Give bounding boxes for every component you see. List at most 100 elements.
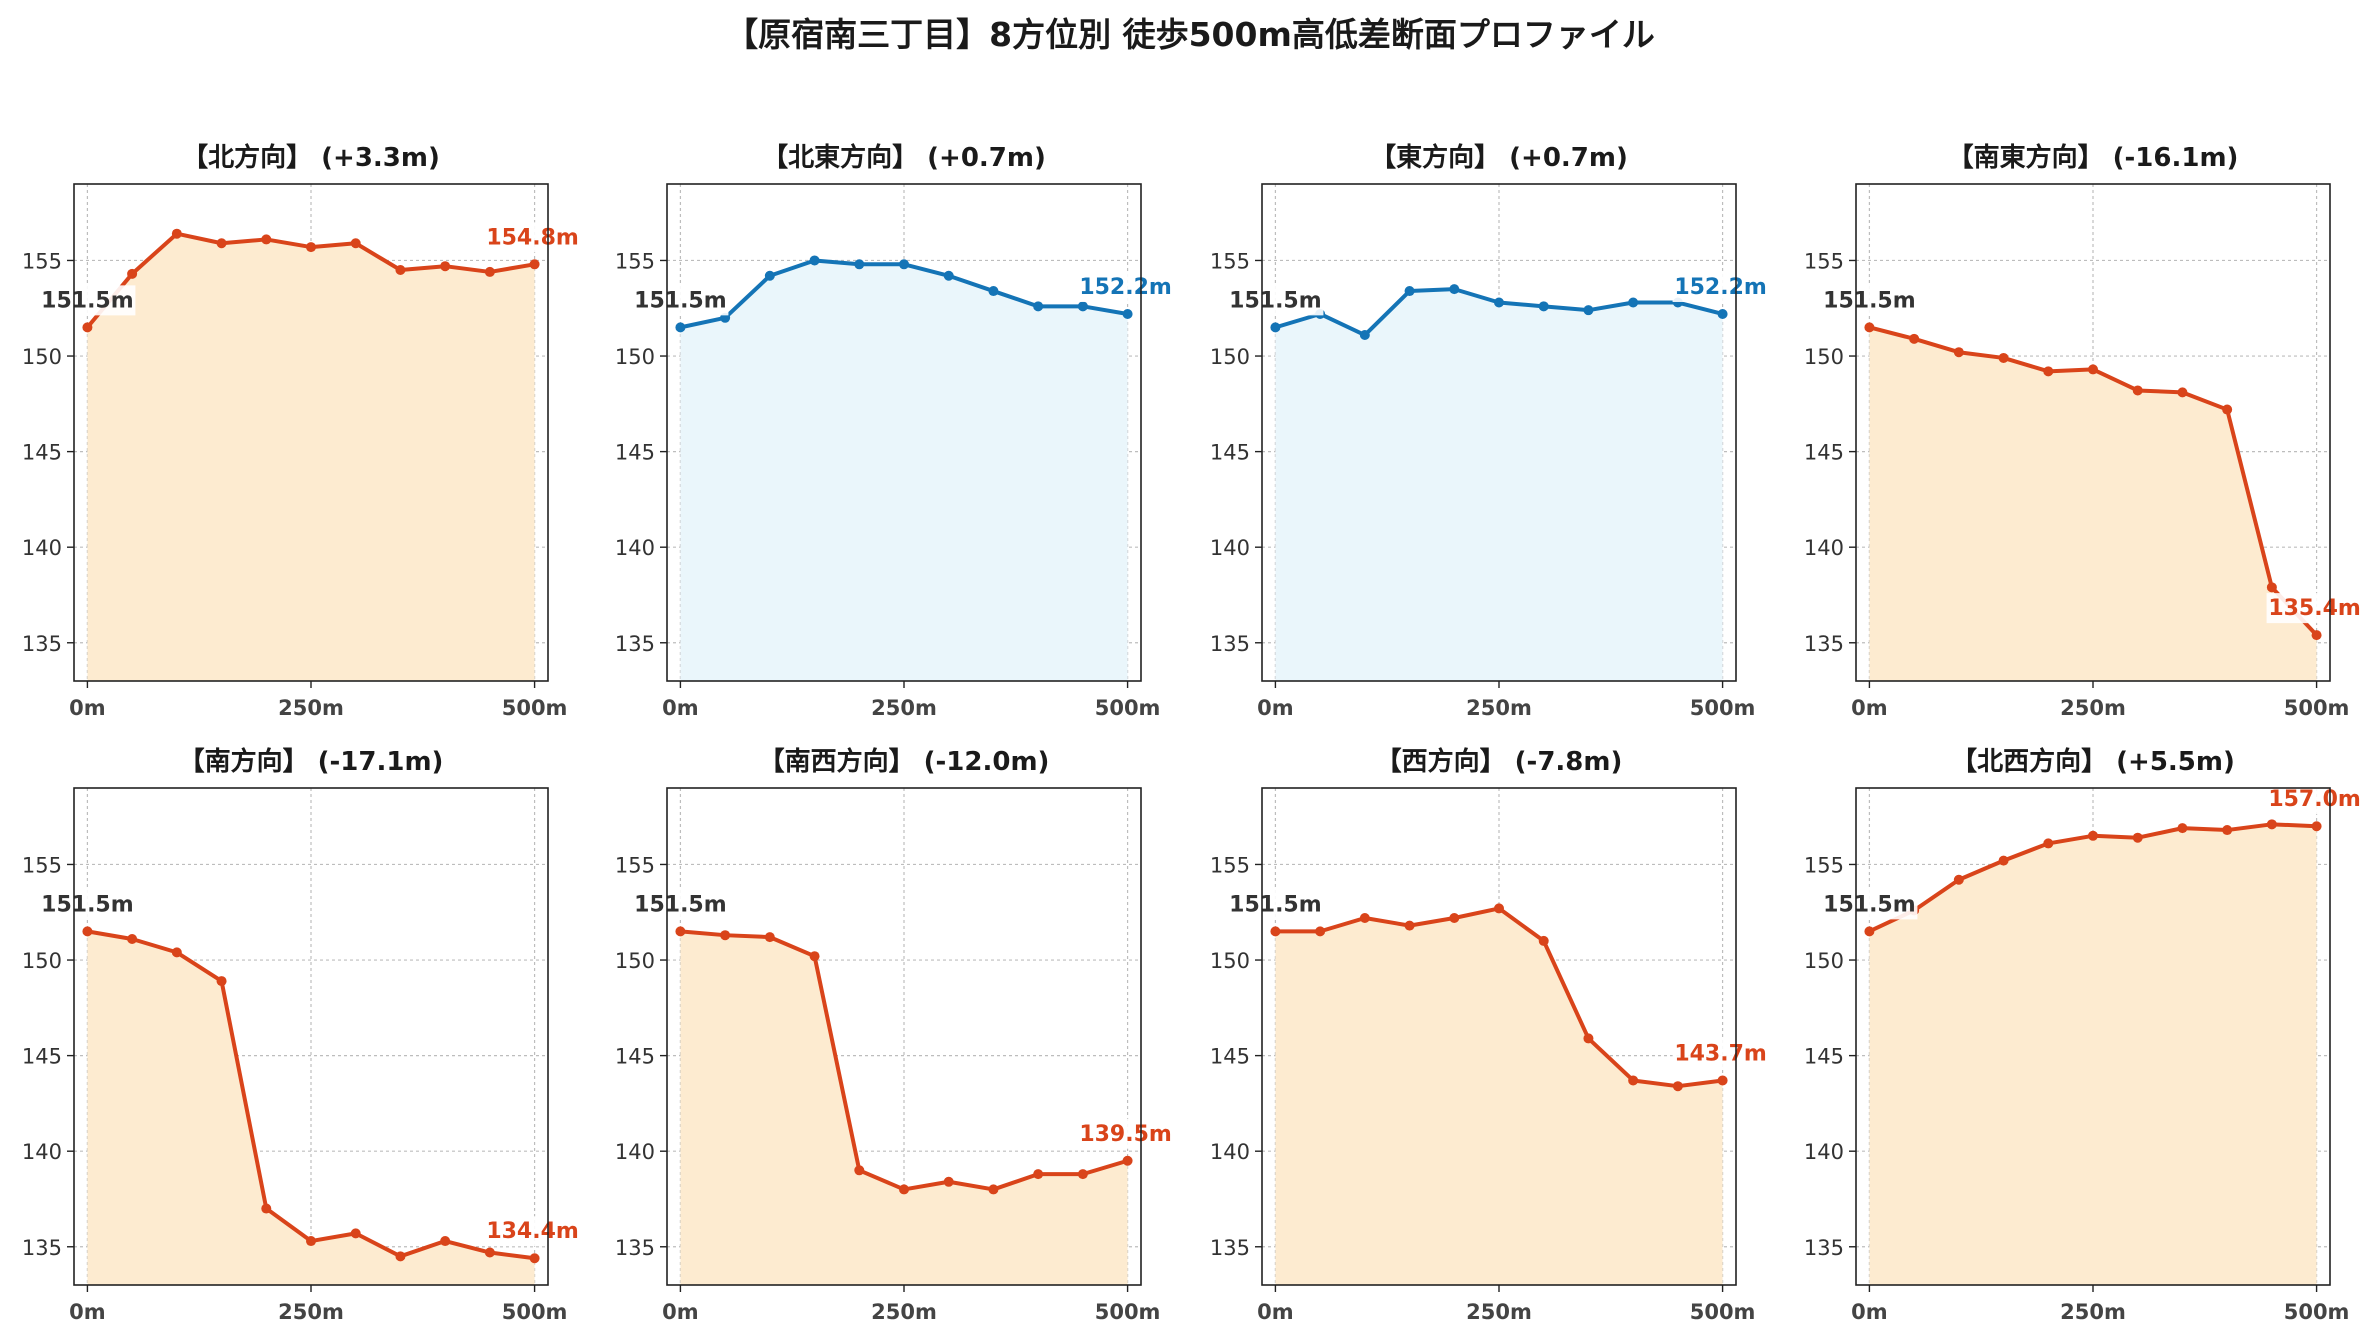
data-point xyxy=(440,1236,451,1247)
chart-title: 【南方向】 (-17.1m) xyxy=(179,746,444,777)
data-point xyxy=(1270,926,1281,937)
data-point xyxy=(1583,1033,1594,1044)
end-label: 152.2m xyxy=(1079,275,1172,300)
data-point xyxy=(809,951,820,962)
data-point xyxy=(1538,301,1549,312)
end-label-box xyxy=(1672,271,1769,302)
data-point xyxy=(2311,630,2322,641)
data-point xyxy=(1359,912,1370,923)
data-point xyxy=(440,261,451,272)
data-point xyxy=(1033,1169,1044,1180)
x-tick-label: 500m xyxy=(502,696,568,720)
area-fill xyxy=(680,260,1128,681)
data-point xyxy=(127,934,138,945)
area-fill xyxy=(1275,289,1723,681)
data-point xyxy=(675,926,686,937)
y-tick-label: 145 xyxy=(615,441,655,465)
data-point xyxy=(2222,825,2233,836)
data-point xyxy=(1864,322,1875,333)
x-tick-label: 0m xyxy=(1851,696,1888,720)
x-tick-label: 0m xyxy=(662,1300,699,1324)
data-point xyxy=(1628,297,1639,308)
x-tick-label: 500m xyxy=(2284,696,2350,720)
start-label-box xyxy=(39,285,136,316)
data-point xyxy=(1717,1075,1728,1086)
chart-panel-8: 【北西方向】 (+5.5m) 151.5m 157.0m 135 140 145 150 15… xyxy=(1804,746,2363,1324)
end-label: 139.5m xyxy=(1079,1122,1172,1147)
y-tick-label: 155 xyxy=(1210,249,1250,273)
x-tick-label: 500m xyxy=(2284,1300,2350,1324)
data-point xyxy=(1494,297,1504,308)
data-point xyxy=(350,238,361,249)
start-label: 151.5m xyxy=(1823,892,1916,917)
y-tick-label: 145 xyxy=(22,441,62,465)
x-tick-label: 0m xyxy=(69,1300,106,1324)
end-label: 152.2m xyxy=(1674,275,1767,300)
data-point xyxy=(171,228,182,239)
data-point xyxy=(82,322,93,333)
x-tick-label: 0m xyxy=(69,696,106,720)
y-tick-label: 150 xyxy=(22,345,62,369)
y-tick-label: 135 xyxy=(615,632,655,656)
y-tick-label: 140 xyxy=(22,1140,62,1164)
area-fill xyxy=(1275,908,1723,1285)
x-tick-label: 0m xyxy=(1851,1300,1888,1324)
area-fill xyxy=(87,931,535,1285)
y-tick-label: 150 xyxy=(615,949,655,973)
y-tick-label: 140 xyxy=(615,1140,655,1164)
y-tick-label: 145 xyxy=(615,1045,655,1069)
x-tick-label: 250m xyxy=(871,696,937,720)
y-tick-label: 145 xyxy=(1804,441,1844,465)
end-label: 157.0m xyxy=(2268,787,2361,812)
data-point xyxy=(675,322,686,333)
data-point xyxy=(1122,1155,1133,1166)
y-tick-label: 135 xyxy=(22,1236,62,1260)
area-fill xyxy=(1869,824,2317,1285)
data-point xyxy=(1122,308,1133,319)
data-point xyxy=(1998,352,2009,363)
data-point xyxy=(2043,366,2054,377)
start-label: 151.5m xyxy=(1823,288,1916,313)
data-point xyxy=(1953,874,1964,885)
data-point xyxy=(127,268,138,279)
data-point xyxy=(1909,333,1920,344)
data-point xyxy=(988,1184,999,1195)
data-point xyxy=(484,266,495,277)
x-tick-label: 500m xyxy=(1095,696,1161,720)
data-point xyxy=(943,1176,954,1187)
y-tick-label: 135 xyxy=(1804,632,1844,656)
chart-title: 【西方向】 (-7.8m) xyxy=(1376,746,1623,777)
data-point xyxy=(1583,305,1594,316)
end-label-box xyxy=(2266,593,2363,624)
y-tick-label: 135 xyxy=(615,1236,655,1260)
data-point xyxy=(484,1247,495,1258)
data-point xyxy=(2088,364,2098,375)
chart-panel-7: 【西方向】 (-7.8m) 151.5m 143.7m 135 140 145 150 155… xyxy=(1210,746,1769,1324)
data-point xyxy=(1404,286,1415,297)
start-label: 151.5m xyxy=(634,892,727,917)
y-tick-label: 145 xyxy=(1210,441,1250,465)
end-label: 135.4m xyxy=(2268,596,2361,621)
data-point xyxy=(988,286,999,297)
y-tick-label: 155 xyxy=(615,853,655,877)
y-tick-label: 145 xyxy=(22,1045,62,1069)
x-tick-label: 0m xyxy=(662,696,699,720)
data-point xyxy=(720,930,731,941)
data-point xyxy=(2088,830,2098,841)
y-tick-label: 150 xyxy=(1804,949,1844,973)
x-tick-label: 250m xyxy=(871,1300,937,1324)
data-point xyxy=(395,265,406,276)
data-point xyxy=(2177,387,2188,398)
data-point xyxy=(1864,926,1875,937)
data-point xyxy=(350,1228,361,1239)
y-tick-label: 140 xyxy=(1804,536,1844,560)
chart-title: 【南東方向】 (-16.1m) xyxy=(1948,142,2239,173)
y-tick-label: 155 xyxy=(22,853,62,877)
y-tick-label: 150 xyxy=(1210,345,1250,369)
data-point xyxy=(1270,322,1281,333)
y-tick-label: 135 xyxy=(1210,632,1250,656)
x-tick-label: 0m xyxy=(1257,1300,1294,1324)
y-tick-label: 150 xyxy=(1210,949,1250,973)
start-label-box xyxy=(1227,285,1324,316)
data-point xyxy=(809,255,820,266)
